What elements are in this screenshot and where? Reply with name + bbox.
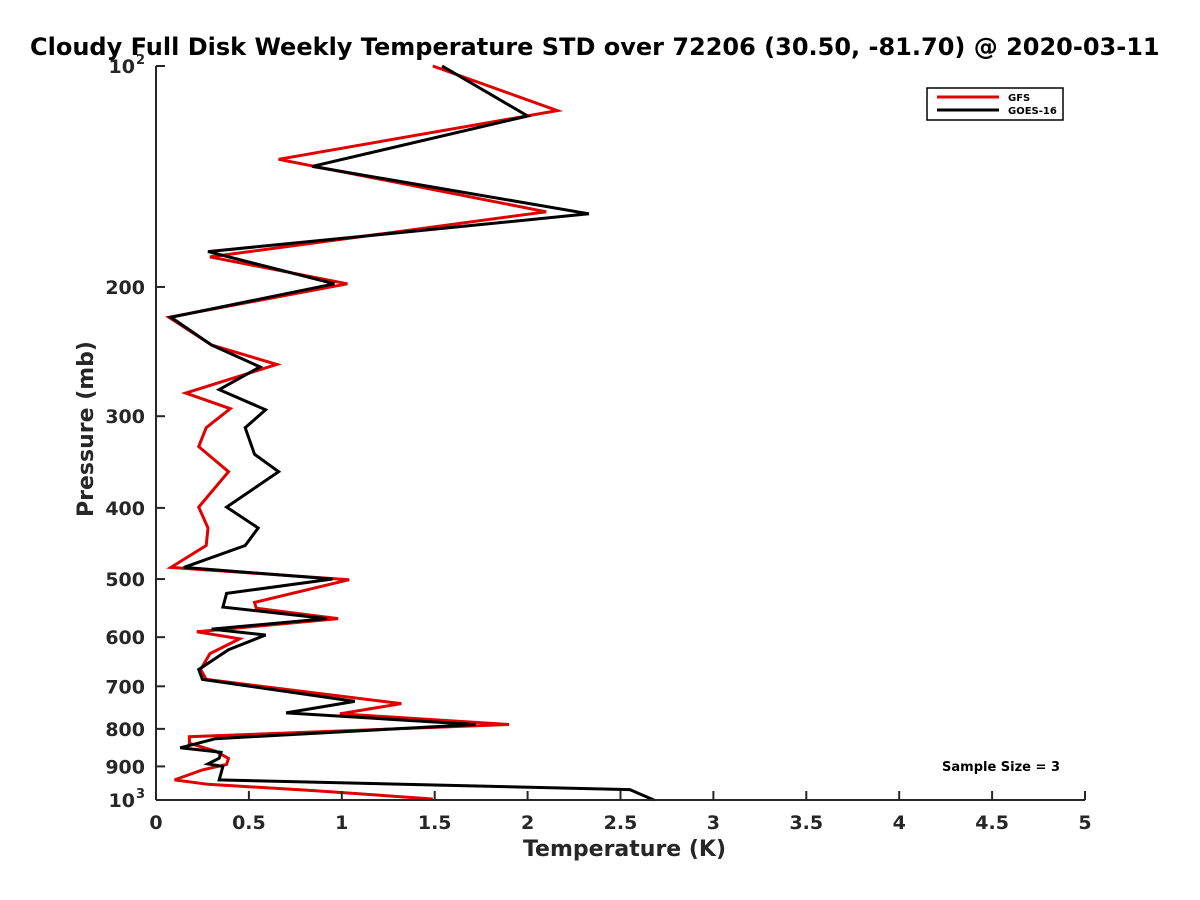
series-line-goes-16 xyxy=(167,64,655,802)
y-tick-exponent: 2 xyxy=(136,53,145,68)
x-tick-label: 4 xyxy=(893,812,906,834)
y-tick-label-exponent: 10 2 xyxy=(109,53,146,78)
x-tick-label: 3.5 xyxy=(789,812,823,834)
x-tick-label: 0 xyxy=(149,812,162,834)
x-tick-label: 1 xyxy=(335,812,348,834)
chart-title: Cloudy Full Disk Weekly Temperature STD … xyxy=(30,33,1160,61)
y-tick-label-exponent: 10 3 xyxy=(109,787,146,812)
legend-label-gfs: GFS xyxy=(1008,93,1030,104)
legend-box xyxy=(926,87,1064,121)
y-tick-label: 10 xyxy=(109,56,135,78)
x-tick-label: 0.5 xyxy=(232,812,266,834)
x-tick-label: 2.5 xyxy=(604,812,638,834)
legend-label-goes-16: GOES-16 xyxy=(1008,106,1057,117)
y-tick-label: 800 xyxy=(105,719,145,741)
plot-area xyxy=(165,64,655,802)
axes: 0 0.5 1 1.5 2 2.5 3 3.5 4 4.5 510 22003004005006007… xyxy=(105,53,1091,834)
x-tick-label: 2 xyxy=(521,812,534,834)
y-tick-exponent: 3 xyxy=(136,787,145,802)
legend: GFS GOES-16 xyxy=(926,87,1064,121)
y-tick-label: 10 xyxy=(109,790,135,812)
y-tick-label: 700 xyxy=(105,676,145,698)
sample-size-annotation: Sample Size = 3 xyxy=(942,760,1060,775)
y-tick-label: 500 xyxy=(105,569,145,591)
x-tick-label: 5 xyxy=(1078,812,1091,834)
y-tick-label: 900 xyxy=(105,756,145,778)
x-axis-label: Temperature (K) xyxy=(523,837,726,862)
y-tick-label: 300 xyxy=(105,406,145,428)
y-tick-label: 200 xyxy=(105,277,145,299)
x-tick-label: 1.5 xyxy=(418,812,452,834)
x-tick-label: 4.5 xyxy=(975,812,1009,834)
x-tick-label: 3 xyxy=(707,812,720,834)
y-axis-label: Pressure (mb) xyxy=(74,341,99,517)
y-tick-label: 600 xyxy=(105,627,145,649)
y-tick-label: 400 xyxy=(105,498,145,520)
